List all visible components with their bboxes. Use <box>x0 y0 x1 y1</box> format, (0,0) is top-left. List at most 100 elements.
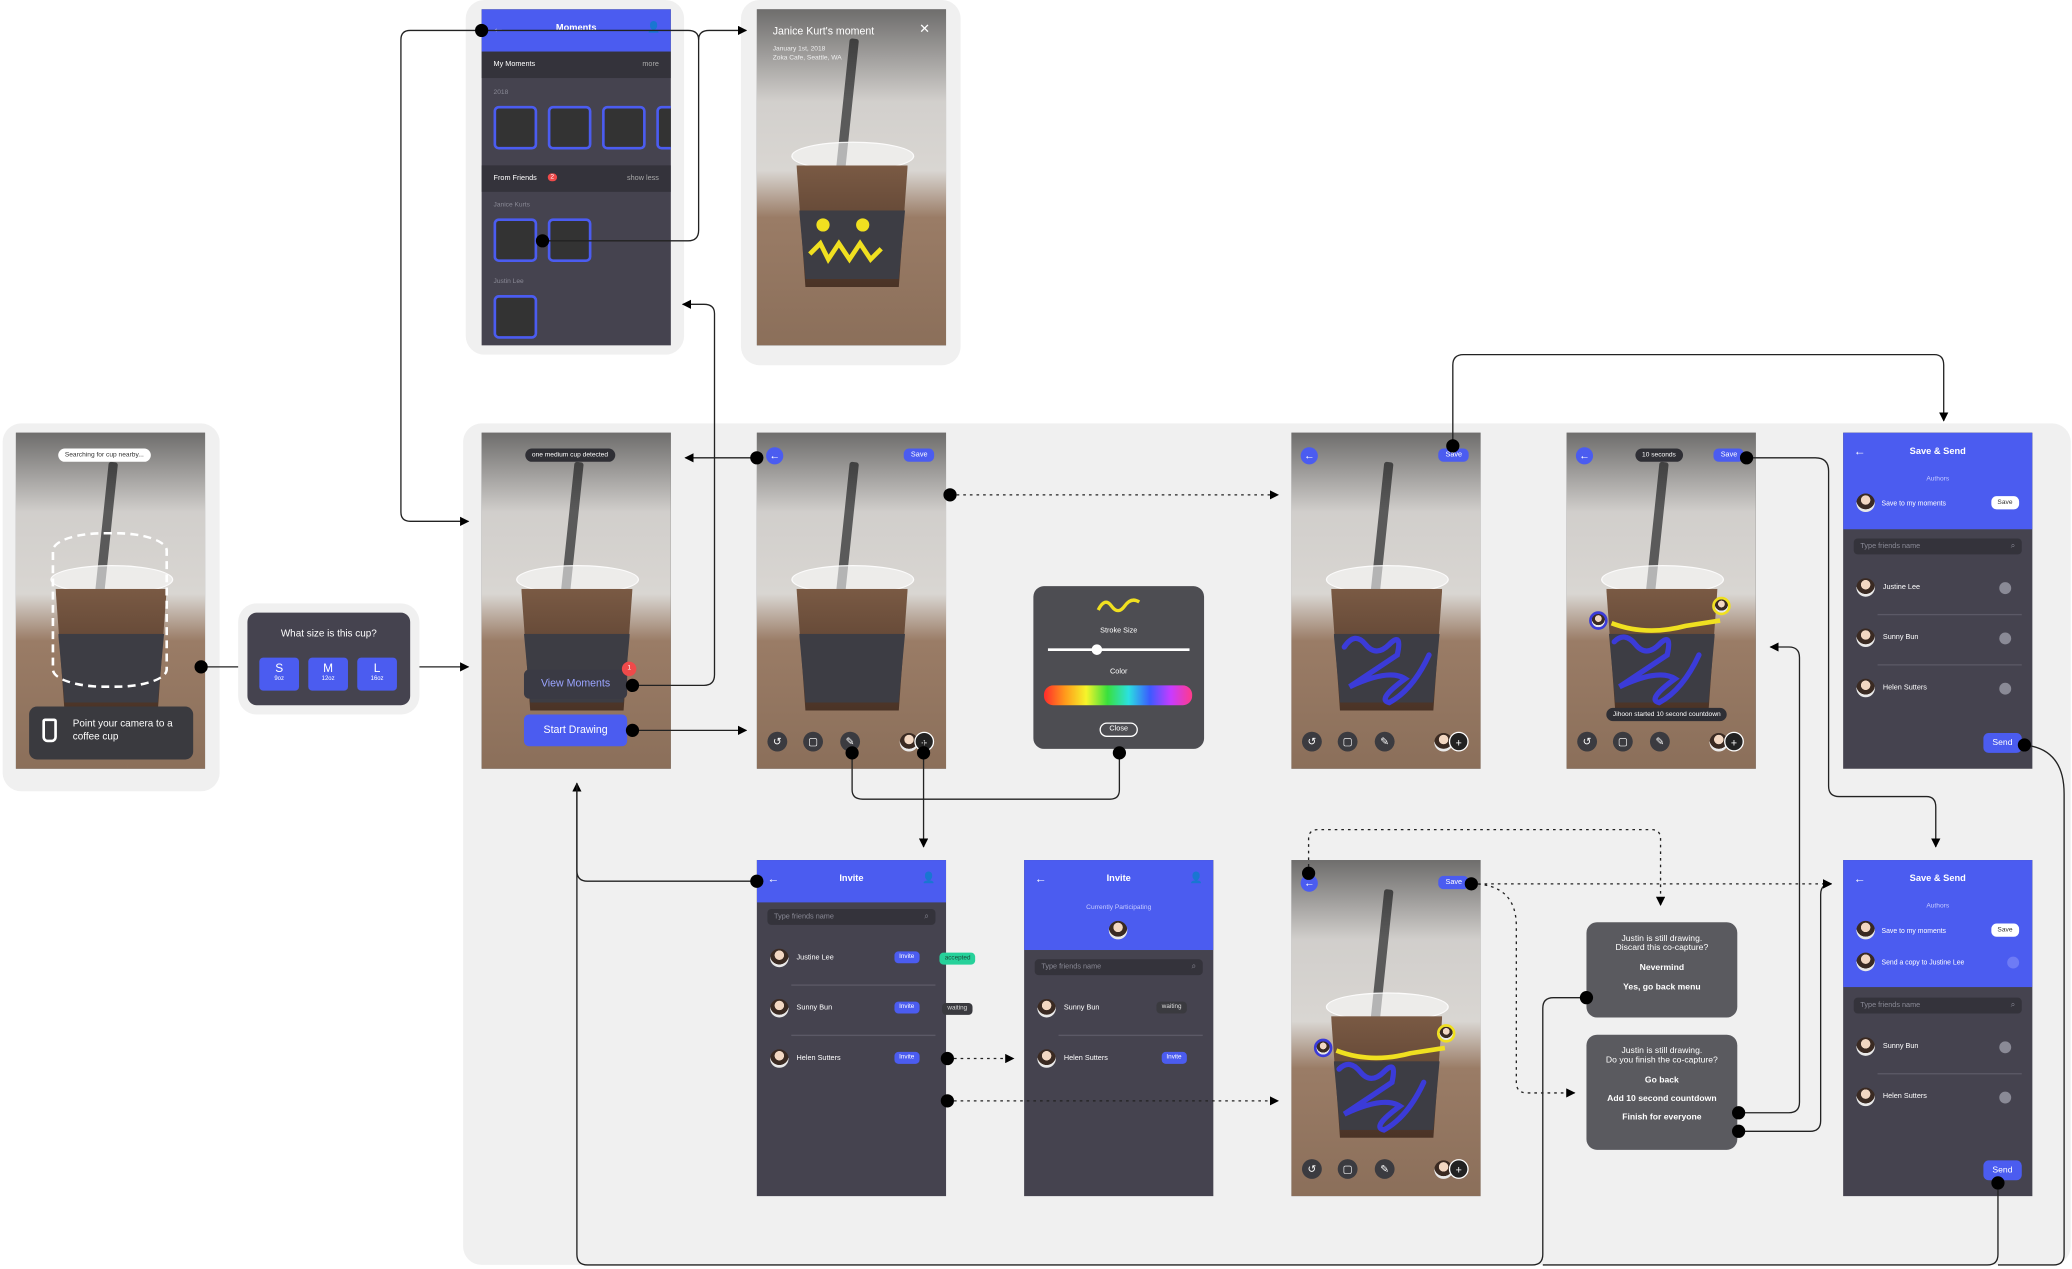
brush-icon[interactable]: ✎ <box>1374 731 1395 752</box>
invite-button[interactable]: Invite <box>893 1001 920 1014</box>
add-user-icon[interactable]: 👤 <box>647 21 661 34</box>
hint-box: Point your camera to a coffee cup <box>29 706 194 760</box>
draw-toolbar: ↺ ▢ ✎ + <box>1575 731 1748 753</box>
back-arrow-icon[interactable]: ← <box>1853 871 1866 886</box>
connector-dot <box>1991 1176 2005 1190</box>
finish-for-everyone-button[interactable]: Finish for everyone <box>1622 1112 1702 1123</box>
list-item[interactable]: Sunny Bun <box>1854 1032 2022 1075</box>
go-back-button[interactable]: Go back <box>1644 1075 1679 1085</box>
save-to-moments-label: Save to my moments <box>1881 500 1947 509</box>
friend-search-input[interactable]: Type friends name ⌕ <box>1034 959 1203 976</box>
size-question: What size is this cup? <box>280 627 377 640</box>
sticker-icon[interactable]: ▢ <box>1612 731 1633 752</box>
back-arrow-icon[interactable]: ← <box>1853 444 1866 458</box>
sticker-icon[interactable]: ▢ <box>1337 731 1358 752</box>
view-moments-button[interactable]: View Moments <box>523 669 628 699</box>
more-link[interactable]: more <box>642 60 659 69</box>
currently-participating-label: Currently Participating <box>1086 903 1152 912</box>
brush-icon[interactable]: ✎ <box>1649 731 1670 752</box>
add-participant-icon[interactable]: + <box>1724 731 1744 752</box>
save-send-copy-screen: ← Save & Send Authors Save to my moments… <box>1843 860 2033 1197</box>
friend-search-input[interactable]: Type friends name ⌕ <box>767 909 936 925</box>
add-participant-icon[interactable]: + <box>1448 731 1469 752</box>
friend-moment-thumb[interactable] <box>493 218 538 262</box>
participant-avatar <box>1434 1160 1453 1179</box>
add-countdown-button[interactable]: Add 10 second countdown <box>1607 1094 1717 1104</box>
wave-preview-icon <box>1096 598 1141 613</box>
connector-dot <box>750 874 764 888</box>
save-button[interactable]: Save <box>1438 448 1469 462</box>
undo-icon[interactable]: ↺ <box>1301 1159 1322 1179</box>
friend-search-input[interactable]: Type friends name ⌕ <box>1853 997 2022 1014</box>
back-arrow-icon[interactable]: ← <box>767 871 780 886</box>
from-friends-bar: From Friends 2 show less <box>481 165 671 192</box>
save-button[interactable]: Save <box>904 448 935 462</box>
save-button[interactable]: Save <box>1714 448 1744 462</box>
connector-dot <box>940 1094 954 1108</box>
add-user-icon[interactable]: 👤 <box>922 871 936 884</box>
collaborator-avatar <box>1436 1024 1456 1043</box>
waiting-badge: waiting <box>1156 1001 1187 1014</box>
authors-label: Authors <box>1926 902 1950 911</box>
yellow-face-drawing <box>856 218 870 232</box>
blue-scribble-drawing <box>1611 634 1702 706</box>
back-arrow-icon[interactable]: ← <box>492 21 505 35</box>
search-status-pill: Searching for cup nearby... <box>58 448 151 462</box>
save-button[interactable]: Save <box>1438 875 1469 890</box>
send-button[interactable]: Send <box>1983 733 2022 753</box>
moment-thumb[interactable] <box>493 105 538 150</box>
connector-dot <box>1301 866 1316 880</box>
invite-button[interactable]: Invite <box>893 1051 920 1064</box>
send-button[interactable]: Send <box>1983 1160 2022 1181</box>
list-item[interactable]: Helen Sutters <box>1854 1082 2022 1114</box>
friend-moment-thumb[interactable] <box>493 295 538 339</box>
friend-search-input[interactable]: Type friends name ⌕ <box>1853 538 2022 555</box>
stroke-size-slider[interactable] <box>1047 648 1190 651</box>
back-arrow-icon[interactable]: ← <box>766 447 784 465</box>
undo-icon[interactable]: ↺ <box>1577 731 1598 752</box>
undo-icon[interactable]: ↺ <box>1301 731 1322 752</box>
authors-label: Authors <box>1926 475 1950 483</box>
connector-dot <box>943 488 957 502</box>
nevermind-button[interactable]: Nevermind <box>1639 963 1685 973</box>
invite-button[interactable]: Invite <box>1161 1051 1187 1064</box>
save-send-header: ← Save & Send Authors Save to my moments… <box>1843 860 2033 988</box>
brush-icon[interactable]: ✎ <box>1374 1159 1395 1179</box>
size-option-l[interactable]: L 16oz <box>357 657 397 691</box>
moment-thumb[interactable] <box>547 105 592 150</box>
connector-dot <box>916 746 931 760</box>
sticker-icon[interactable]: ▢ <box>803 731 823 752</box>
moment-thumb[interactable] <box>656 105 671 150</box>
add-participant-icon[interactable]: + <box>1448 1159 1469 1179</box>
color-spectrum[interactable] <box>1043 685 1193 706</box>
go-back-menu-button[interactable]: Yes, go back menu <box>1623 983 1701 993</box>
undo-icon[interactable]: ↺ <box>767 731 788 752</box>
start-drawing-button[interactable]: Start Drawing <box>523 714 628 747</box>
size-option-s[interactable]: S 9oz <box>259 657 300 691</box>
save-button[interactable]: Save <box>1990 923 2020 937</box>
back-arrow-icon[interactable]: ← <box>1300 447 1318 465</box>
show-less-link[interactable]: show less <box>626 174 659 183</box>
back-arrow-icon[interactable]: ← <box>1575 447 1594 465</box>
invite-button[interactable]: Invite <box>893 951 920 964</box>
sticker-icon[interactable]: ▢ <box>1337 1159 1358 1179</box>
participant-avatar <box>1108 920 1128 940</box>
stroke-size-label: Stroke Size <box>1100 627 1138 636</box>
connector-dot <box>1732 1106 1746 1120</box>
list-item[interactable]: Helen Sutters <box>1854 673 2022 705</box>
save-button[interactable]: Save <box>1990 496 2020 510</box>
send-copy-toggle[interactable] <box>2007 956 2020 969</box>
moment-thumb[interactable] <box>602 105 646 150</box>
close-button[interactable]: Close <box>1099 722 1138 737</box>
list-item[interactable]: Justine Lee <box>1854 573 2022 616</box>
stroke-slider-thumb[interactable] <box>1091 644 1103 655</box>
list-item: Helen Sutters Invite <box>1035 1044 1203 1076</box>
add-user-icon[interactable]: 👤 <box>1189 871 1203 884</box>
participant-avatar <box>1434 733 1453 752</box>
back-arrow-icon[interactable]: ← <box>1034 871 1047 886</box>
cup-icon <box>42 718 57 743</box>
size-option-m[interactable]: M 12oz <box>308 657 348 691</box>
list-item[interactable]: Sunny Bun <box>1854 623 2022 666</box>
close-icon[interactable]: ✕ <box>919 22 931 38</box>
